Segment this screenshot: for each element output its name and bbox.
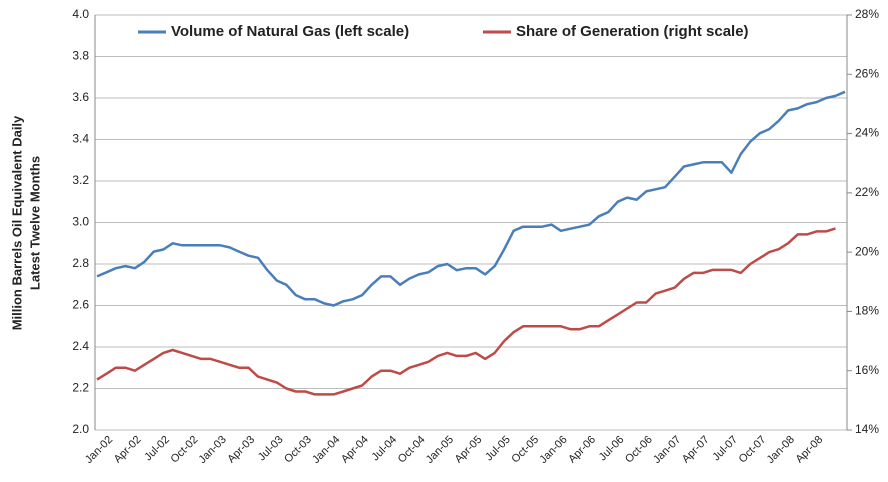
x-tick-label: Jul-02	[142, 434, 172, 464]
x-tick-label: Jan-04	[310, 434, 342, 466]
y-tick-label: 3.0	[72, 215, 89, 229]
x-tick-label: Oct-05	[509, 434, 541, 466]
x-tick-label: Oct-04	[396, 434, 428, 466]
x-tick-label: Apr-07	[680, 434, 712, 466]
y-tick-label: 2.0	[72, 422, 89, 436]
y-axis-label: Latest Twelve Months	[27, 156, 42, 290]
x-tick-label: Apr-02	[112, 434, 144, 466]
y2-tick-label: 26%	[855, 66, 879, 80]
y2-tick-label: 14%	[855, 422, 879, 436]
x-tick-label: Oct-06	[623, 434, 655, 466]
y-axis-label: Million Barrels Oil Equivalent Daily	[9, 115, 24, 330]
y-tick-label: 2.2	[72, 381, 89, 395]
y-tick-label: 4.0	[72, 7, 89, 21]
x-tick-label: Jan-06	[537, 434, 569, 466]
x-tick-label: Apr-05	[453, 434, 485, 466]
y-tick-label: 3.8	[72, 49, 89, 63]
y2-tick-label: 16%	[855, 363, 879, 377]
x-tick-label: Jan-03	[197, 434, 229, 466]
x-tick-label: Jan-08	[765, 434, 797, 466]
x-tick-label: Apr-04	[339, 434, 371, 466]
x-tick-label: Jan-05	[424, 434, 456, 466]
legend-label: Share of Generation (right scale)	[516, 23, 749, 40]
x-tick-label: Oct-02	[169, 434, 201, 466]
y-tick-label: 3.2	[72, 173, 89, 187]
x-tick-label: Apr-08	[793, 434, 825, 466]
y-tick-label: 2.4	[72, 339, 89, 353]
x-tick-label: Oct-03	[282, 434, 314, 466]
y-tick-label: 2.6	[72, 298, 89, 312]
x-tick-label: Apr-03	[225, 434, 257, 466]
series-line	[96, 227, 836, 396]
y-tick-label: 3.4	[72, 132, 89, 146]
y2-tick-label: 20%	[855, 244, 879, 258]
x-tick-label: Jul-05	[483, 434, 513, 464]
legend-label: Volume of Natural Gas (left scale)	[171, 23, 409, 40]
series-line	[96, 90, 846, 307]
x-tick-label: Jul-03	[256, 434, 286, 464]
x-tick-label: Jul-07	[710, 434, 740, 464]
x-tick-label: Jan-07	[651, 434, 683, 466]
x-tick-label: Jan-02	[83, 434, 115, 466]
y-tick-label: 2.8	[72, 256, 89, 270]
y2-tick-label: 24%	[855, 126, 879, 140]
y2-tick-label: 18%	[855, 304, 879, 318]
x-tick-label: Jul-04	[370, 434, 400, 464]
x-tick-label: Oct-07	[737, 434, 769, 466]
x-tick-label: Jul-06	[597, 434, 627, 464]
y2-tick-label: 22%	[855, 185, 879, 199]
x-tick-label: Apr-06	[566, 434, 598, 466]
y-tick-label: 3.6	[72, 90, 89, 104]
y2-tick-label: 28%	[855, 7, 879, 21]
